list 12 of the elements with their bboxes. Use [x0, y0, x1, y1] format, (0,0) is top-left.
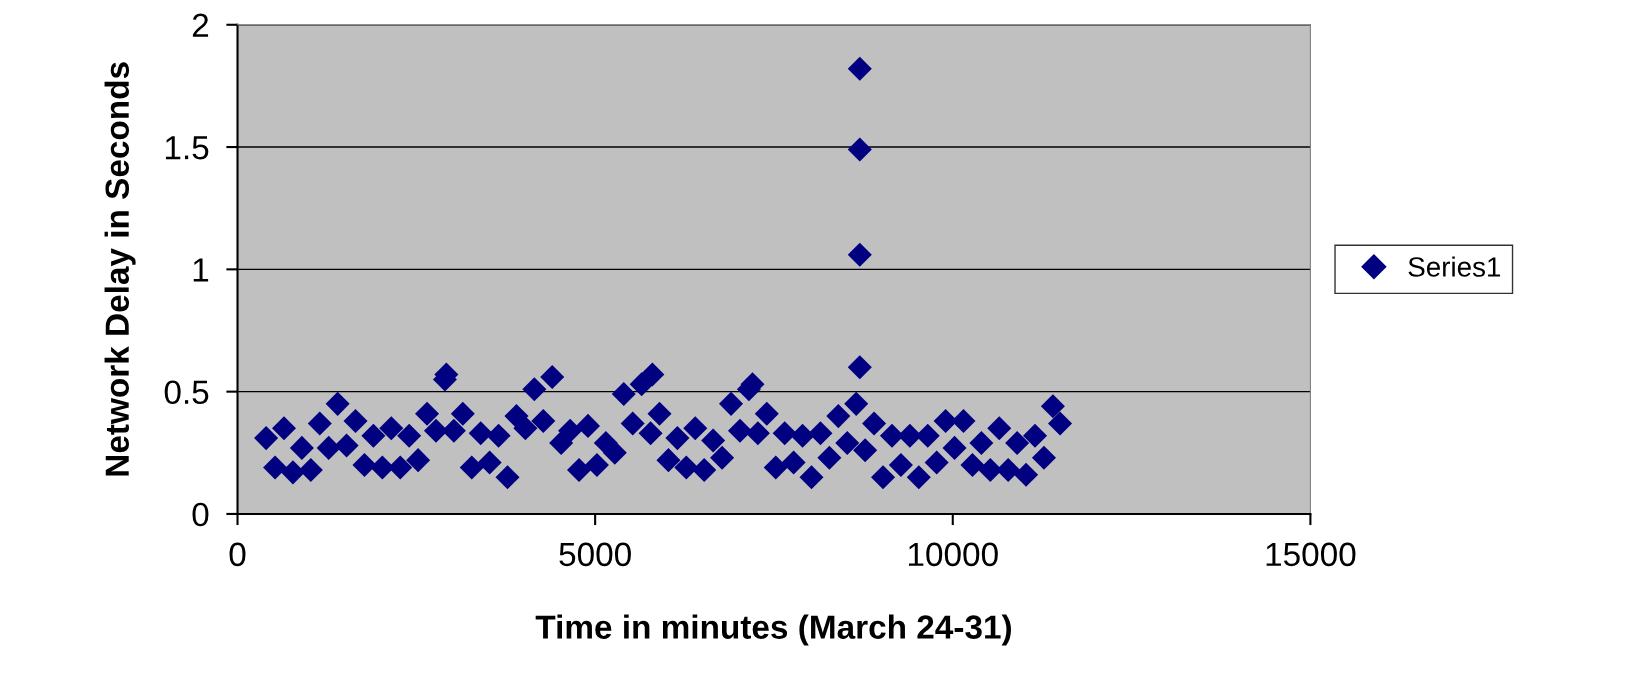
- y-tick-label: 1.5: [165, 136, 209, 160]
- y-tick-label: 0.5: [164, 380, 209, 405]
- y-tick-label: 1: [193, 258, 209, 282]
- x-tick-label: 5000: [559, 542, 631, 567]
- legend-label: Series1: [1408, 256, 1501, 277]
- y-axis-title: Network Delay in Seconds: [104, 62, 136, 476]
- y-tick-label: 0: [192, 502, 209, 527]
- x-axis-title: Time in minutes (March 24-31): [535, 614, 1011, 646]
- x-tick-label: 0: [229, 542, 246, 567]
- x-tick-label: 10000: [908, 542, 998, 567]
- x-tick-label: 15000: [1266, 542, 1356, 567]
- y-tick-label: 2: [192, 13, 209, 37]
